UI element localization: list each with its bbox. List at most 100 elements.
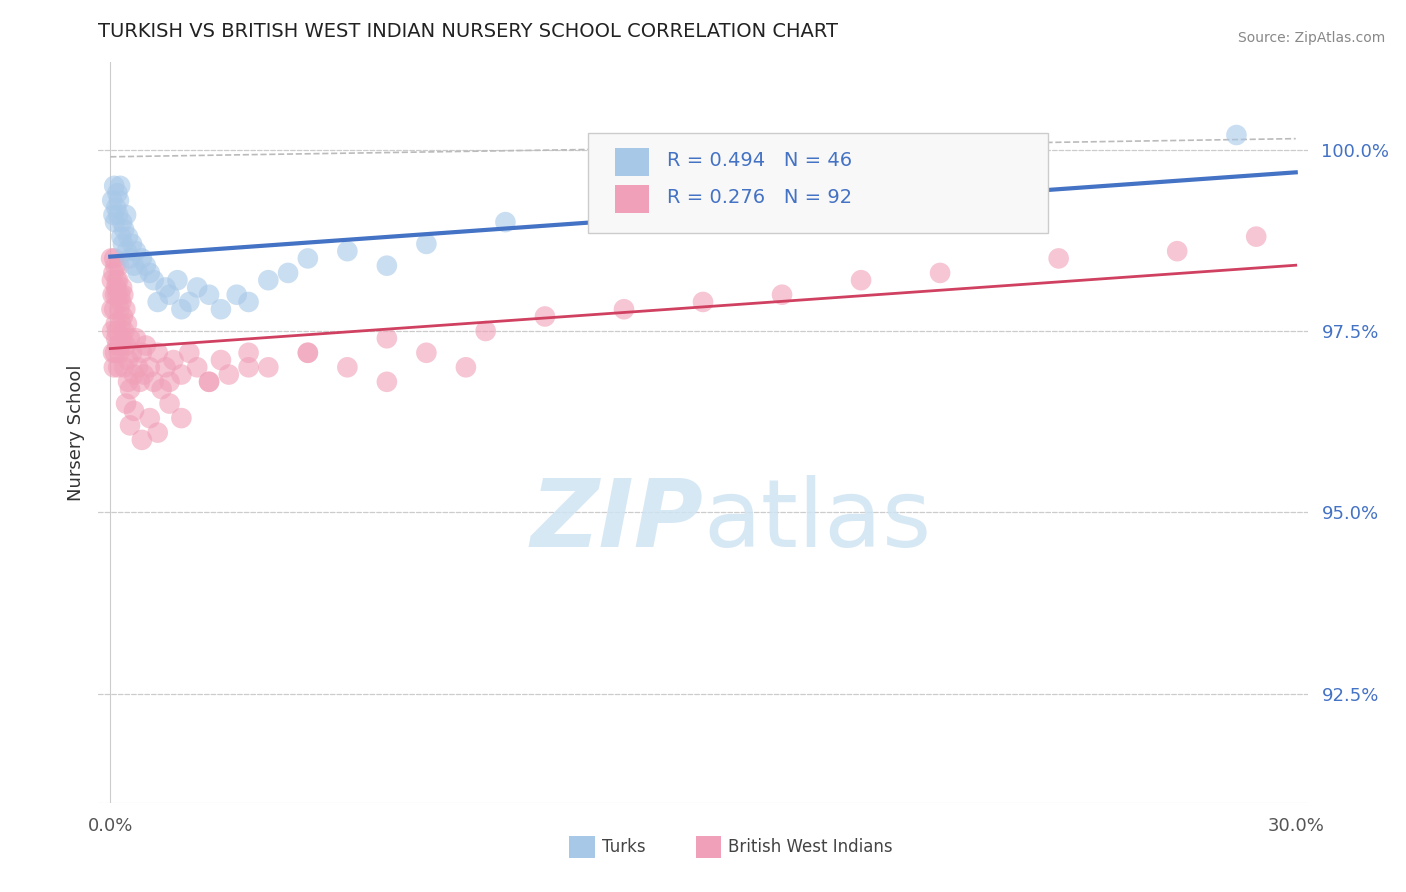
Point <box>238 360 260 375</box>
Point <box>117 375 139 389</box>
Point <box>209 302 232 317</box>
Point <box>105 338 128 352</box>
Point <box>117 353 139 368</box>
Point <box>336 244 359 259</box>
Point <box>105 273 128 287</box>
Point <box>159 396 181 410</box>
Point <box>238 295 260 310</box>
Point <box>454 360 477 375</box>
Point <box>146 345 169 359</box>
Point <box>111 280 134 294</box>
Point <box>101 194 124 208</box>
Point <box>105 324 128 338</box>
Point <box>170 368 193 382</box>
Point <box>104 345 127 359</box>
Point <box>105 280 128 294</box>
Point <box>121 236 143 251</box>
Point <box>494 215 516 229</box>
Point <box>101 273 124 287</box>
Point <box>139 266 162 280</box>
Point <box>115 244 138 259</box>
Point <box>110 295 132 310</box>
Point <box>118 382 141 396</box>
Point <box>107 273 129 287</box>
Point <box>257 273 280 287</box>
Point <box>375 331 398 345</box>
Point <box>142 375 165 389</box>
Point <box>375 375 398 389</box>
Y-axis label: Nursery School: Nursery School <box>66 364 84 501</box>
Point <box>108 338 131 352</box>
Text: Source: ZipAtlas.com: Source: ZipAtlas.com <box>1237 31 1385 45</box>
Text: Turks: Turks <box>602 838 645 856</box>
Point <box>111 215 134 229</box>
Point <box>112 360 135 375</box>
Point <box>122 259 145 273</box>
Point <box>131 345 153 359</box>
Point <box>111 331 134 345</box>
Point <box>125 331 148 345</box>
Point <box>104 317 127 331</box>
Point <box>135 259 157 273</box>
Point <box>150 382 173 396</box>
Point <box>127 266 149 280</box>
Point <box>1166 244 1188 259</box>
Point <box>692 295 714 310</box>
Point <box>105 331 128 345</box>
Point <box>849 273 872 287</box>
Point <box>297 345 319 359</box>
Point <box>770 287 793 301</box>
Point <box>103 302 125 317</box>
Point <box>101 345 124 359</box>
Point <box>118 252 141 266</box>
Text: TURKISH VS BRITISH WEST INDIAN NURSERY SCHOOL CORRELATION CHART: TURKISH VS BRITISH WEST INDIAN NURSERY S… <box>98 22 838 41</box>
Point <box>131 433 153 447</box>
Point <box>170 302 193 317</box>
Point <box>297 345 319 359</box>
Point <box>415 236 437 251</box>
Point <box>198 375 221 389</box>
Point <box>111 310 134 324</box>
Point <box>1047 252 1070 266</box>
Point <box>107 208 129 222</box>
Point <box>186 280 208 294</box>
Point <box>131 252 153 266</box>
Point <box>105 186 128 200</box>
Point <box>110 229 132 244</box>
Point <box>108 302 131 317</box>
Point <box>103 178 125 193</box>
Point <box>179 295 201 310</box>
Point <box>103 252 125 266</box>
Point <box>108 194 131 208</box>
Point <box>238 345 260 359</box>
Point <box>155 360 177 375</box>
Point <box>929 266 952 280</box>
Point <box>170 411 193 425</box>
Point <box>125 244 148 259</box>
Point <box>474 324 496 338</box>
Point <box>100 252 122 266</box>
Point <box>108 345 131 359</box>
Point <box>277 266 299 280</box>
Point <box>613 302 636 317</box>
Point <box>103 360 125 375</box>
Point <box>132 368 155 382</box>
Point <box>122 368 145 382</box>
Point <box>122 404 145 418</box>
Point <box>104 259 127 273</box>
Point <box>121 345 143 359</box>
Point <box>139 411 162 425</box>
Point <box>613 201 636 215</box>
Point <box>297 252 319 266</box>
Text: R = 0.494   N = 46: R = 0.494 N = 46 <box>666 152 852 170</box>
Point <box>115 208 138 222</box>
Point <box>110 317 132 331</box>
Point <box>105 201 128 215</box>
Point <box>146 295 169 310</box>
Point <box>101 324 124 338</box>
Point <box>108 178 131 193</box>
Point <box>166 273 188 287</box>
Point <box>186 360 208 375</box>
Point <box>118 331 141 345</box>
Point <box>159 375 181 389</box>
